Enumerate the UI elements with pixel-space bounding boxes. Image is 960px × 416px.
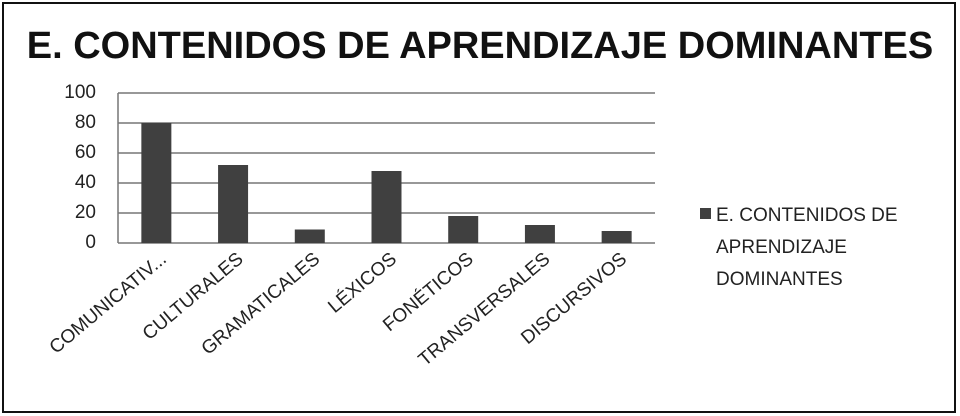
y-tick-label: 20 [75, 202, 96, 223]
y-tick-label: 100 [64, 82, 96, 103]
bar [141, 123, 172, 243]
y-tick-label: 60 [75, 142, 96, 163]
chart-title: E. CONTENIDOS DE APRENDIZAJE DOMINANTES [27, 25, 933, 67]
y-tick-label: 40 [75, 172, 96, 193]
legend: E. CONTENIDOS DE APRENDIZAJE DOMINANTES [700, 200, 940, 296]
bar [371, 171, 402, 243]
bar [448, 216, 479, 243]
legend-swatch [700, 208, 711, 219]
y-tick-label: 0 [85, 232, 96, 253]
legend-label: E. CONTENIDOS DE APRENDIZAJE DOMINANTES [716, 205, 898, 290]
bar [601, 231, 632, 243]
bar [218, 165, 249, 243]
bar [294, 229, 325, 243]
bar [524, 225, 555, 243]
y-tick-label: 80 [75, 112, 96, 133]
